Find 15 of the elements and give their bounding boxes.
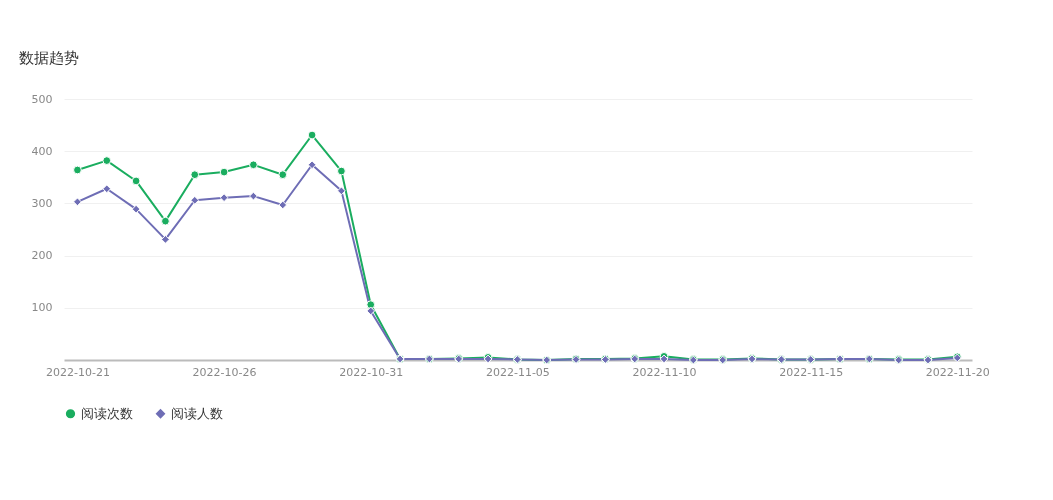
y-tick-label: 500 (31, 92, 53, 106)
legend-label: 阅读人数 (171, 405, 223, 421)
x-tick-label: 2022-11-05 (485, 365, 550, 379)
legend-label: 阅读次数 (81, 405, 133, 421)
x-tick-label: 2022-11-15 (779, 365, 844, 379)
x-tick-label: 2022-11-10 (632, 365, 697, 379)
y-tick-label: 300 (31, 196, 53, 210)
y-tick-label: 400 (31, 144, 53, 158)
x-tick-label: 2022-11-20 (925, 365, 990, 379)
chart-title: 数据趋势 (19, 49, 79, 67)
x-tick-label: 2022-10-26 (192, 365, 257, 379)
y-tick-label: 200 (31, 249, 53, 263)
x-tick-label: 2022-10-21 (45, 365, 110, 379)
x-tick-label: 2022-10-31 (339, 365, 404, 379)
y-tick-label: 100 (31, 301, 53, 315)
